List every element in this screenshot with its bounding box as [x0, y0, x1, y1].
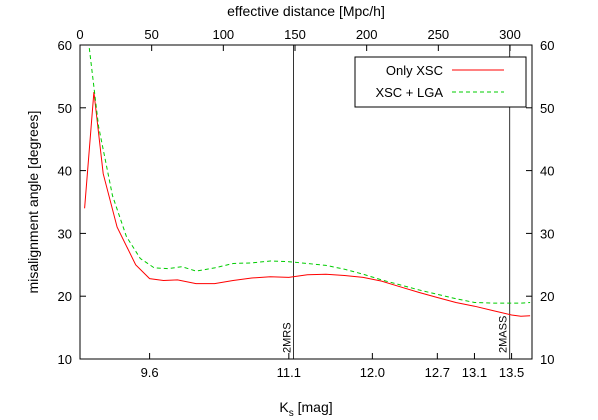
top-axis-title: effective distance [Mpc/h] — [227, 3, 385, 19]
series-layer — [84, 48, 531, 317]
plot-frame — [79, 44, 533, 360]
x-tick-label-bottom: 11.1 — [277, 365, 301, 380]
x-tick-label-top: 100 — [212, 27, 234, 42]
xlabel-main: K — [279, 399, 289, 415]
xlabel-unit: [mag] — [294, 399, 333, 415]
x-tick-label-bottom: 13.5 — [499, 365, 524, 380]
series-line-xsc-lga — [88, 48, 531, 304]
x-tick-label-top: 300 — [499, 27, 521, 42]
bottom-axis-title: Ks [mag] — [279, 399, 332, 419]
x-tick-label-bottom: 9.6 — [141, 365, 159, 380]
y-tick-label-right: 50 — [540, 101, 554, 116]
xlabel-sub: s — [289, 408, 294, 419]
y-tick-label-left: 40 — [58, 164, 72, 179]
series-line-only-xsc — [84, 92, 531, 317]
axis-ticks — [79, 44, 532, 360]
y-tick-label-right: 30 — [540, 226, 554, 241]
x-tick-label-top: 0 — [76, 27, 83, 42]
legend-label-only-xsc: Only XSC — [386, 63, 443, 78]
vline-label-2mass: 2MASS — [498, 316, 510, 353]
x-tick-label-top: 250 — [427, 27, 449, 42]
plot-area — [79, 44, 533, 360]
x-tick-label-top: 150 — [284, 27, 306, 42]
y-tick-label-right: 20 — [540, 289, 554, 304]
legend-label-xsc-lga: XSC + LGA — [375, 85, 443, 100]
y-tick-label-right: 60 — [540, 38, 554, 53]
y-tick-label-left: 60 — [58, 38, 72, 53]
vline-label-2mrs: 2MRS — [281, 322, 293, 353]
y-tick-label-right: 40 — [540, 164, 554, 179]
y-axis-title: misalignment angle [degrees] — [25, 111, 41, 294]
legend: Only XSC XSC + LGA — [354, 56, 527, 108]
y-tick-label-left: 10 — [58, 352, 72, 367]
y-tick-label-left: 50 — [58, 101, 72, 116]
y-tick-label-right: 10 — [540, 352, 554, 367]
x-tick-label-bottom: 12.0 — [360, 365, 385, 380]
y-tick-label-left: 20 — [58, 289, 72, 304]
x-tick-label-top: 200 — [356, 27, 378, 42]
axis-labels: 10 10 20 20 30 30 40 40 50 50 60 60 9.6 11.1 12.0 12.7 1… — [58, 27, 555, 380]
legend-box — [354, 56, 527, 108]
x-tick-label-bottom: 13.1 — [462, 365, 487, 380]
x-tick-label-bottom: 12.7 — [425, 365, 450, 380]
y-tick-label-left: 30 — [58, 226, 72, 241]
x-tick-label-top: 50 — [144, 27, 158, 42]
